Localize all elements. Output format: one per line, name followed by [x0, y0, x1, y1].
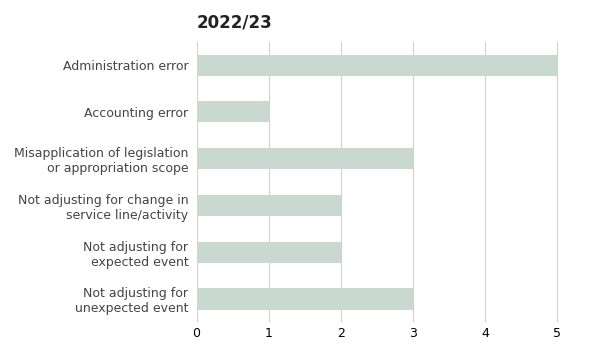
- Bar: [197, 55, 557, 76]
- Bar: [197, 101, 269, 122]
- Bar: [197, 195, 341, 216]
- Bar: [197, 289, 413, 309]
- Bar: [197, 148, 413, 169]
- Bar: [197, 242, 341, 263]
- Text: 2022/23: 2022/23: [197, 14, 272, 32]
